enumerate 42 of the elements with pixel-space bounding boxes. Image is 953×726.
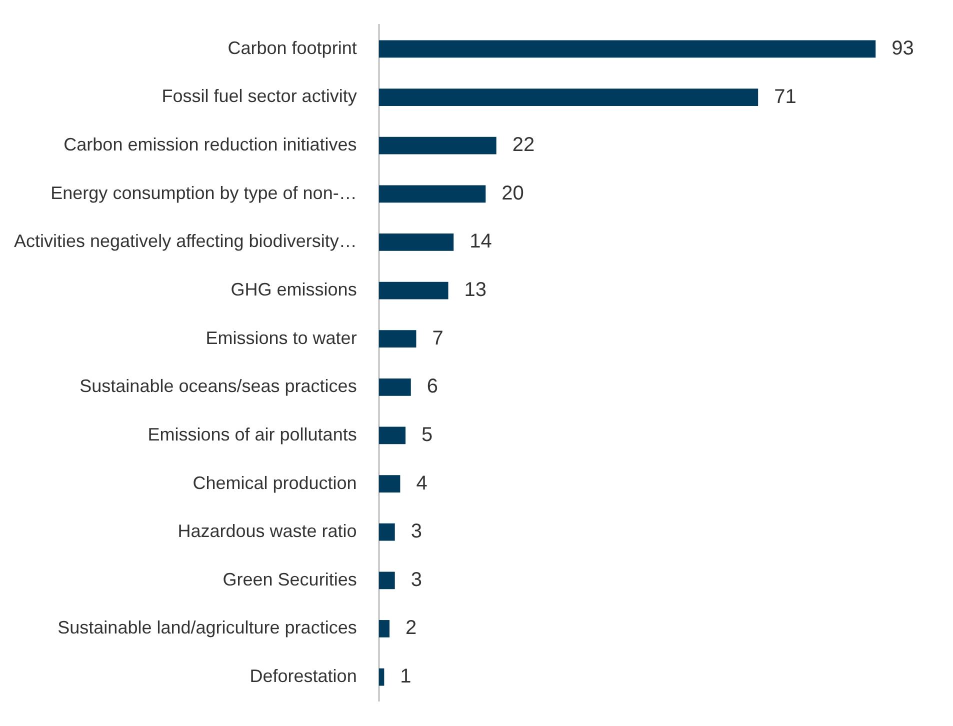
bar	[378, 40, 876, 58]
bar	[378, 136, 496, 154]
bar	[378, 185, 486, 203]
data-label: 6	[426, 376, 438, 398]
bar	[378, 668, 384, 686]
data-label: 13	[464, 279, 487, 302]
bar	[378, 88, 758, 106]
data-label: 5	[422, 424, 433, 446]
bar	[378, 475, 400, 492]
data-label: 4	[416, 472, 428, 494]
data-label: 7	[432, 327, 444, 350]
y-tick-label: Carbon footprint	[228, 38, 357, 58]
bar	[378, 234, 454, 251]
bar	[378, 523, 395, 541]
bar	[378, 620, 390, 638]
y-tick-label: Activities negatively affecting biodiversity…	[14, 231, 357, 252]
y-tick-label: Sustainable oceans/seas practices	[80, 376, 357, 396]
data-label: 1	[400, 666, 412, 688]
bar	[378, 282, 448, 300]
data-label: 3	[410, 520, 422, 543]
data-label: 3	[410, 568, 422, 591]
y-tick-label: Sustainable land/agriculture practices	[58, 618, 357, 638]
y-tick-label: Deforestation	[250, 666, 357, 686]
data-label: 2	[406, 617, 417, 640]
y-tick-label: Emissions to water	[206, 328, 357, 348]
bar	[378, 572, 395, 590]
y-tick-label: GHG emissions	[230, 279, 357, 300]
y-tick-label: Energy consumption by type of non-…	[50, 182, 357, 203]
bar	[378, 330, 416, 348]
y-tick-label: Fossil fuel sector activity	[162, 86, 357, 106]
data-label: 22	[512, 134, 535, 156]
y-tick-label: Hazardous waste ratio	[178, 521, 357, 542]
y-tick-label: Chemical production	[192, 472, 357, 493]
y-tick-label: Carbon emission reduction initiatives	[64, 134, 357, 155]
bar	[378, 426, 406, 444]
data-label: 71	[774, 86, 796, 108]
y-tick-label: Green Securities	[222, 569, 357, 590]
data-label: 93	[892, 37, 914, 60]
data-label: 20	[502, 182, 524, 204]
y-tick-label: Emissions of air pollutants	[148, 424, 357, 444]
data-label: 14	[470, 230, 492, 253]
bar	[378, 378, 411, 396]
